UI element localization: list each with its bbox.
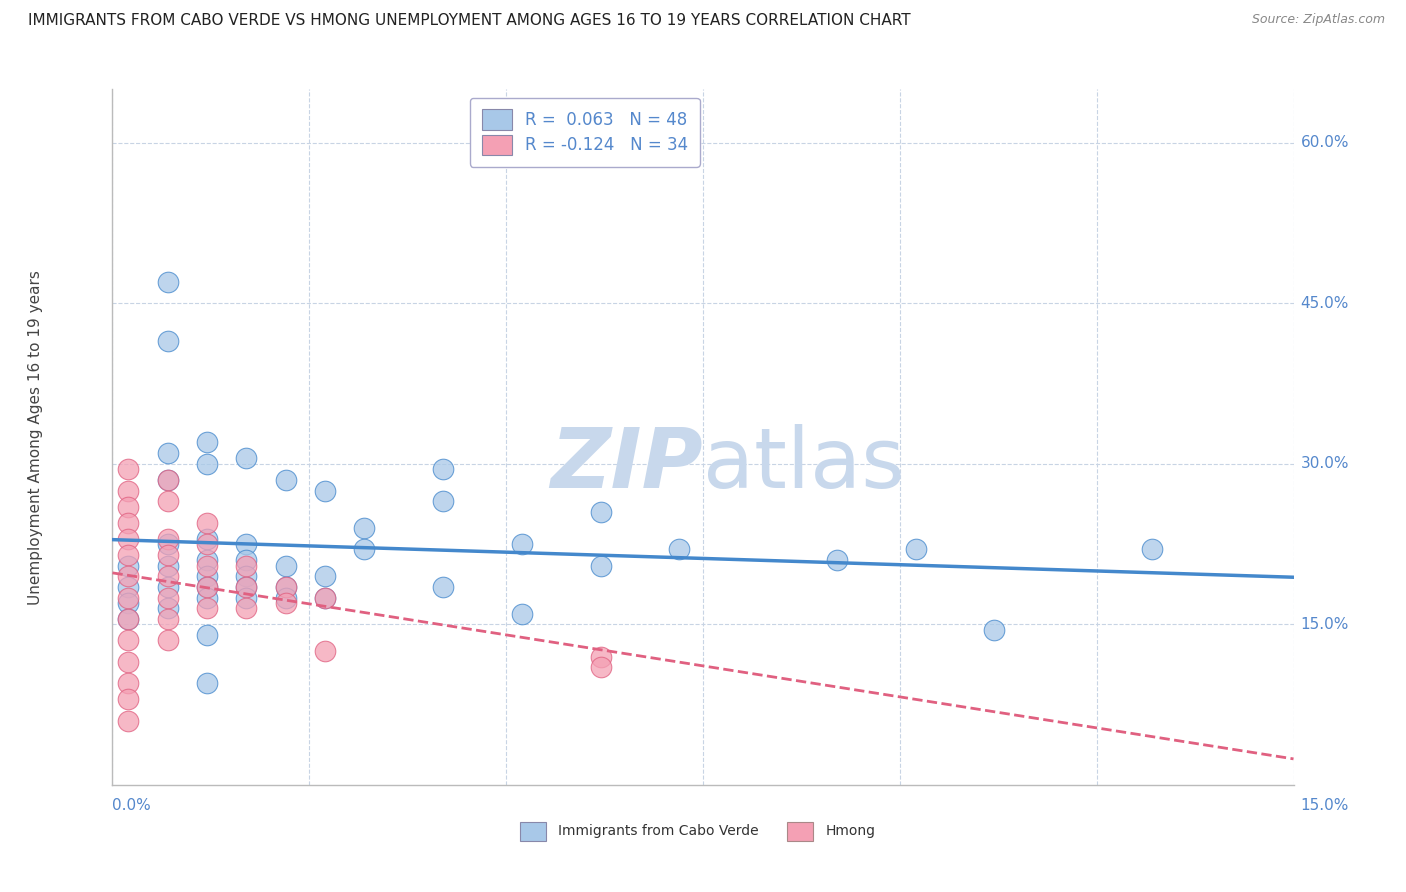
- Point: [668, 542, 690, 557]
- Point: [156, 601, 179, 615]
- Text: IMMIGRANTS FROM CABO VERDE VS HMONG UNEMPLOYMENT AMONG AGES 16 TO 19 YEARS CORRE: IMMIGRANTS FROM CABO VERDE VS HMONG UNEM…: [28, 13, 911, 29]
- Text: 15.0%: 15.0%: [1301, 798, 1348, 814]
- Point: [235, 537, 257, 551]
- Text: 0.0%: 0.0%: [112, 798, 152, 814]
- Point: [156, 446, 179, 460]
- Point: [510, 537, 533, 551]
- Point: [314, 569, 336, 583]
- Point: [195, 580, 218, 594]
- Point: [156, 591, 179, 605]
- Text: Unemployment Among Ages 16 to 19 years: Unemployment Among Ages 16 to 19 years: [28, 269, 42, 605]
- Text: Source: ZipAtlas.com: Source: ZipAtlas.com: [1251, 13, 1385, 27]
- Point: [432, 494, 454, 508]
- Point: [195, 457, 218, 471]
- Point: [510, 607, 533, 621]
- Point: [117, 633, 139, 648]
- Point: [235, 580, 257, 594]
- Point: [195, 516, 218, 530]
- Point: [195, 569, 218, 583]
- Point: [117, 516, 139, 530]
- Text: atlas: atlas: [703, 425, 904, 506]
- Point: [235, 553, 257, 567]
- Point: [195, 537, 218, 551]
- Point: [156, 558, 179, 573]
- Point: [117, 591, 139, 605]
- Point: [156, 334, 179, 348]
- Point: [117, 558, 139, 573]
- Point: [117, 532, 139, 546]
- Point: [432, 580, 454, 594]
- Point: [314, 483, 336, 498]
- Point: [314, 591, 336, 605]
- Point: [274, 591, 297, 605]
- Point: [274, 596, 297, 610]
- Point: [156, 494, 179, 508]
- Point: [235, 558, 257, 573]
- Text: 60.0%: 60.0%: [1301, 136, 1348, 150]
- Point: [117, 483, 139, 498]
- Point: [235, 569, 257, 583]
- Point: [353, 521, 375, 535]
- Point: [117, 596, 139, 610]
- Point: [117, 714, 139, 728]
- Point: [353, 542, 375, 557]
- Text: 30.0%: 30.0%: [1301, 457, 1348, 471]
- Point: [156, 275, 179, 289]
- Point: [117, 569, 139, 583]
- Point: [274, 580, 297, 594]
- Point: [156, 537, 179, 551]
- Point: [117, 462, 139, 476]
- Point: [195, 628, 218, 642]
- Point: [195, 558, 218, 573]
- Point: [156, 569, 179, 583]
- Text: 15.0%: 15.0%: [1301, 617, 1348, 632]
- Point: [195, 601, 218, 615]
- Point: [156, 548, 179, 562]
- Point: [235, 591, 257, 605]
- Point: [195, 591, 218, 605]
- Point: [274, 473, 297, 487]
- Point: [589, 558, 612, 573]
- Legend: R =  0.063   N = 48, R = -0.124   N = 34: R = 0.063 N = 48, R = -0.124 N = 34: [470, 97, 700, 167]
- Point: [195, 553, 218, 567]
- Point: [432, 462, 454, 476]
- Point: [156, 633, 179, 648]
- Point: [314, 644, 336, 658]
- Point: [274, 558, 297, 573]
- Point: [156, 473, 179, 487]
- Point: [117, 548, 139, 562]
- Point: [156, 532, 179, 546]
- Point: [195, 532, 218, 546]
- Point: [274, 580, 297, 594]
- Point: [235, 580, 257, 594]
- Point: [156, 612, 179, 626]
- Point: [117, 692, 139, 706]
- Point: [117, 580, 139, 594]
- Point: [117, 500, 139, 514]
- Text: ZIP: ZIP: [550, 425, 703, 506]
- Point: [117, 612, 139, 626]
- Point: [117, 676, 139, 690]
- Point: [904, 542, 927, 557]
- Text: Immigrants from Cabo Verde: Immigrants from Cabo Verde: [558, 824, 759, 838]
- Point: [117, 612, 139, 626]
- Point: [156, 580, 179, 594]
- Point: [195, 676, 218, 690]
- Point: [235, 451, 257, 466]
- Point: [589, 505, 612, 519]
- Point: [983, 623, 1005, 637]
- Point: [195, 435, 218, 450]
- Point: [589, 660, 612, 674]
- Point: [825, 553, 848, 567]
- Text: Hmong: Hmong: [825, 824, 876, 838]
- Point: [235, 601, 257, 615]
- Point: [314, 591, 336, 605]
- Point: [117, 655, 139, 669]
- Point: [589, 649, 612, 664]
- Point: [195, 580, 218, 594]
- Point: [1140, 542, 1163, 557]
- Text: 45.0%: 45.0%: [1301, 296, 1348, 310]
- Point: [156, 473, 179, 487]
